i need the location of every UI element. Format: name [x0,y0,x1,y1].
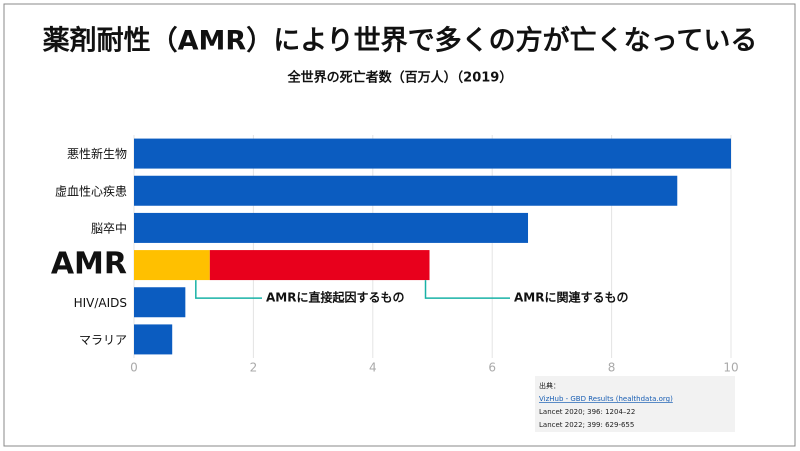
bar [134,138,731,169]
callout-line [195,280,262,299]
source-link[interactable]: VizHub - GBD Results (healthdata.org) [539,395,673,403]
chart-subtitle: 全世界の死亡者数（百万人）（2019） [287,70,513,86]
x-tick-label: 0 [130,361,138,375]
source-line: Lancet 2020; 396: 1204–22 [539,408,635,416]
y-tick-label: 脳卒中 [91,220,127,235]
bar-segment [134,250,210,281]
y-tick-label: マラリア [79,333,127,347]
chart-title: 薬剤耐性（AMR）により世界で多くの方が亡くなっている [43,25,758,57]
x-tick-label: 2 [250,361,258,375]
callout-label: AMRに関連するもの [514,290,628,305]
callout-label: AMRに直接起因するもの [266,290,404,305]
y-tick-label: AMR [51,247,127,282]
source-box [535,376,735,432]
x-tick-label: 8 [608,361,616,375]
y-tick-label: HIV/AIDS [74,296,127,310]
source-line: Lancet 2022; 399: 629-655 [539,421,634,429]
bar-segment [209,250,430,281]
source-heading: 出典： [539,381,560,390]
x-tick-label: 4 [369,361,377,375]
y-tick-label: 悪性新生物 [67,146,127,161]
callout-line [424,280,510,299]
bar [134,324,173,355]
bar [134,287,186,318]
bar [134,175,678,206]
x-tick-label: 6 [488,361,496,375]
bar [134,212,529,243]
x-tick-label: 10 [723,361,738,375]
y-tick-label: 虚血性心疾患 [55,183,127,198]
